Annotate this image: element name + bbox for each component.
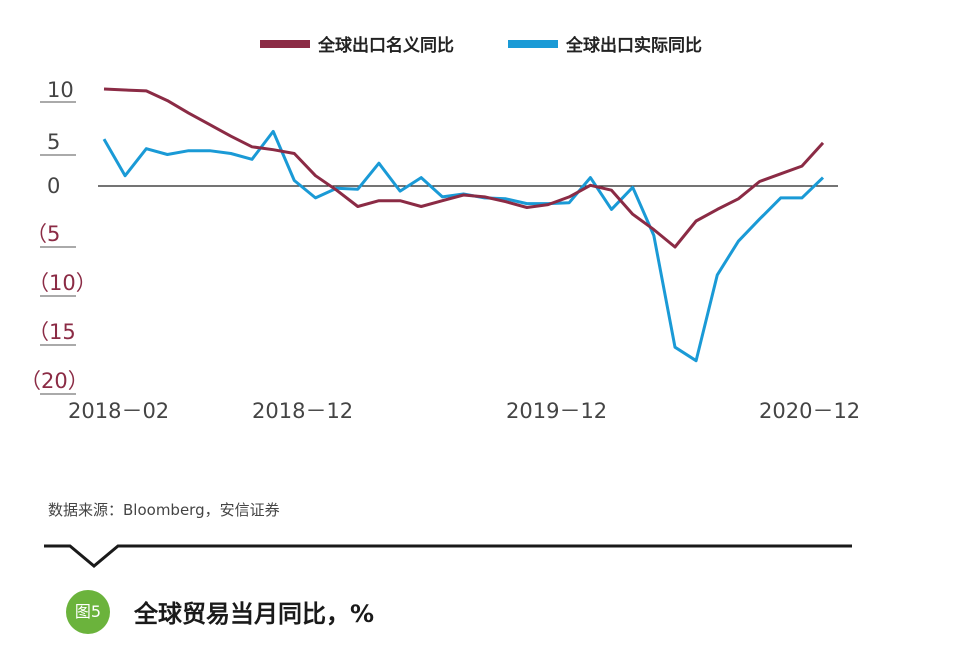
legend-swatch-real [508,40,558,48]
legend-label-real: 全球出口实际同比 [565,35,702,56]
line-chart: 全球出口名义同比 全球出口实际同比 10 5 0 （5 （10） （15 （20… [20,35,860,423]
y-tick-label-5: 5 [47,130,60,154]
series-line-real [102,129,825,363]
divider-with-notch [44,544,852,568]
y-tick-label-neg20: （20） [20,369,89,393]
x-tick-label-2019-12: 2019－12 [506,399,607,423]
y-tick-label-0: 0 [47,174,60,198]
source-note: 数据来源：Bloomberg，安信证券 [48,501,280,519]
y-tick-label-neg5: （5 [26,222,60,246]
x-tick-label-2018-02: 2018－02 [68,399,169,423]
y-axis: 10 5 0 （5 （10） （15 （20） [20,78,97,395]
x-axis: 2018－02 2018－12 2019－12 2020－12 [68,399,860,423]
legend-label-nominal: 全球出口名义同比 [317,35,454,56]
series-line-nominal [103,87,825,249]
legend-swatch-nominal [260,40,310,48]
x-tick-label-2020-12: 2020－12 [759,399,860,423]
figure-badge: 图5 [66,590,110,634]
series-lines [102,87,825,363]
x-tick-label-2018-12: 2018－12 [252,399,353,423]
legend: 全球出口名义同比 全球出口实际同比 [260,35,702,56]
y-tick-label-neg15: （15 [28,320,76,344]
y-tick-label-neg10: （10） [28,271,97,295]
y-tick-label-10: 10 [47,78,74,102]
figure-title: 全球贸易当月同比，% [134,600,375,628]
